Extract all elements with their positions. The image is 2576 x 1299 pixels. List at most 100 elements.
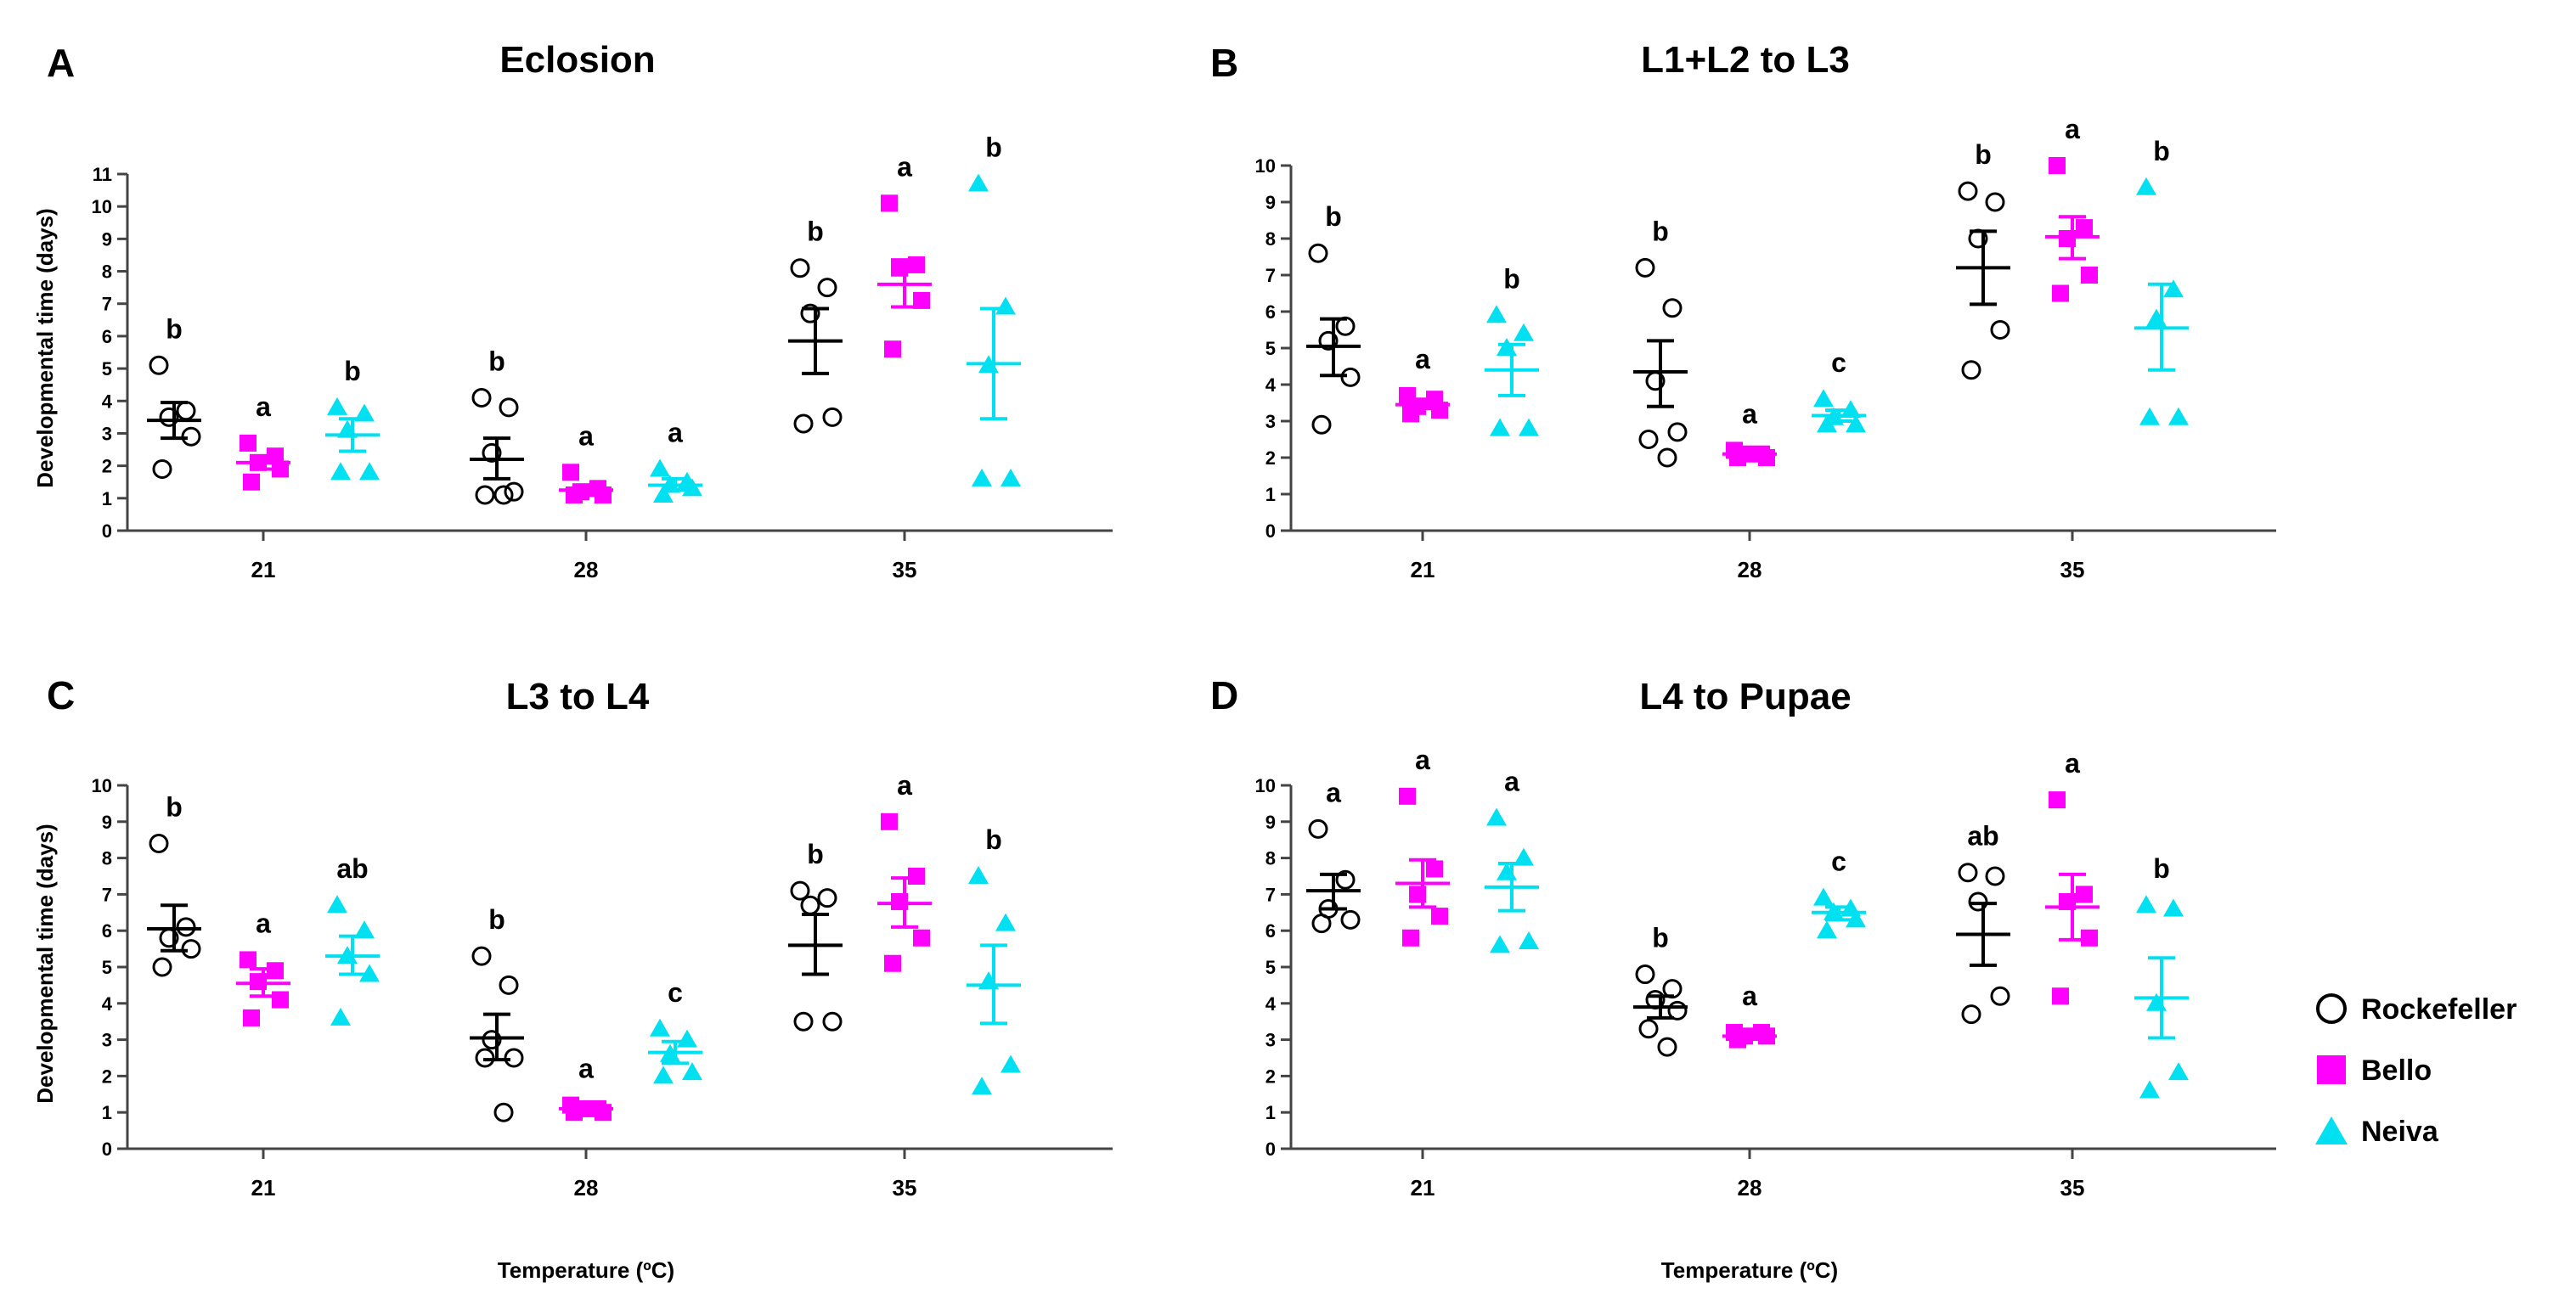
data-point-neiva [682, 478, 702, 497]
legend-marker-bello [2317, 1055, 2346, 1084]
significance-letter: b [1652, 216, 1669, 246]
data-point-bello [884, 954, 901, 972]
data-point-rockefeller [493, 485, 514, 505]
data-point-neiva [1513, 847, 1534, 866]
data-point-bello [267, 447, 284, 465]
data-point-neiva [968, 173, 989, 192]
data-point-bello [272, 991, 289, 1009]
data-point-bello [1402, 929, 1419, 947]
data-point-neiva [2136, 177, 2156, 195]
y-tick-label: 8 [102, 261, 112, 283]
data-point-bello [913, 929, 930, 947]
panel-c: C L3 to L4 0 1 2 3 4 5 6 7 8 9 10 21 28 35 b b b a a a ab c b [47, 673, 1113, 1201]
data-point-neiva [2139, 1080, 2160, 1099]
data-point-neiva [2163, 279, 2184, 298]
significance-letter: c [1831, 347, 1846, 378]
data-point-neiva [337, 946, 358, 964]
significance-letter: ab [336, 853, 368, 884]
data-point-neiva [2146, 993, 2167, 1011]
x-tick-label: 28 [574, 1175, 599, 1201]
y-tick-label: 10 [1255, 775, 1276, 796]
data-point-neiva [968, 866, 989, 884]
data-point-bello [595, 1104, 612, 1122]
data-point-neiva [2168, 407, 2189, 425]
data-point-rockefeller [1638, 1019, 1659, 1039]
significance-letter: a [897, 770, 912, 801]
data-point-rockefeller [1985, 866, 2005, 886]
data-point-bello [1399, 787, 1416, 805]
data-point-bello [267, 962, 284, 980]
y-tick-label: 10 [1255, 155, 1276, 177]
significance-letter: a [578, 420, 594, 451]
data-point-rockefeller [159, 407, 179, 427]
data-point-rockefeller [471, 387, 492, 408]
data-point-neiva [1846, 414, 1866, 433]
y-axis-label-top: Developmental time (days) [32, 208, 58, 487]
data-point-rockefeller [176, 401, 196, 421]
data-point-rockefeller [1311, 914, 1332, 934]
legend-label-bello: Bello [2361, 1054, 2432, 1087]
y-tick-label: 2 [1265, 447, 1276, 469]
y-tick-label: 0 [102, 1139, 112, 1160]
significance-letter: b [1325, 201, 1342, 232]
panel-letter-d: D [1210, 673, 1238, 717]
data-point-neiva [1490, 418, 1510, 436]
y-tick-label: 6 [1265, 920, 1276, 942]
data-point-bello [250, 453, 267, 471]
data-point-rockefeller [475, 485, 495, 505]
panel-d-title: L4 to Pupae [1639, 676, 1851, 717]
significance-letter: b [2153, 136, 2170, 166]
data-point-bello [2059, 230, 2076, 247]
data-point-bello [562, 464, 579, 481]
y-tick-label: 8 [1265, 848, 1276, 869]
data-point-rockefeller [1635, 964, 1655, 985]
data-point-rockefeller [1961, 1004, 1981, 1025]
significance-letter: b [488, 346, 505, 376]
legend-item-rockefeller: Rockefeller [2316, 993, 2517, 1026]
data-point-rockefeller [493, 1102, 514, 1122]
y-tick-label: 2 [102, 1066, 112, 1087]
data-point-rockefeller [1990, 986, 2010, 1006]
data-point-bello [240, 951, 256, 969]
significance-letter: c [1831, 846, 1846, 877]
data-point-neiva [2139, 407, 2160, 425]
y-tick-label: 4 [1265, 993, 1277, 1015]
significance-letter: b [807, 839, 824, 869]
data-point-rockefeller [822, 407, 843, 427]
significance-letter: b [166, 791, 183, 822]
data-point-rockefeller [817, 278, 837, 298]
data-point-rockefeller [1308, 243, 1328, 263]
data-point-rockefeller [1645, 371, 1666, 391]
x-tick-label: 28 [1738, 1175, 1762, 1201]
data-point-neiva [337, 419, 358, 438]
x-tick-label: 28 [574, 557, 599, 582]
data-point-neiva [1813, 389, 1834, 408]
data-point-bello [272, 460, 289, 478]
data-point-neiva [330, 462, 351, 481]
data-point-bello [1729, 449, 1746, 466]
significance-letter: b [1503, 263, 1520, 294]
y-tick-label: 3 [1265, 1030, 1276, 1051]
y-tick-label: 7 [1265, 265, 1276, 286]
data-point-bello [884, 340, 901, 358]
data-point-rockefeller [475, 1048, 495, 1068]
y-tick-label: 9 [1265, 192, 1276, 213]
y-tick-label: 0 [102, 520, 112, 542]
data-point-bello [595, 486, 612, 503]
y-tick-label: 9 [102, 228, 112, 250]
data-point-rockefeller [1311, 414, 1332, 435]
legend-label-neiva: Neiva [2361, 1116, 2439, 1148]
y-tick-label: 1 [1265, 484, 1276, 505]
significance-letter: b [985, 132, 1002, 162]
panel-b: B L1+L2 to L3 0 1 2 3 4 5 6 7 8 9 10 21 28 35 b b b a a a b c… [1210, 39, 2276, 582]
data-point-neiva [1497, 338, 1517, 356]
data-point-bello [2049, 157, 2066, 174]
data-point-rockefeller [1635, 257, 1655, 278]
data-point-rockefeller [790, 258, 810, 278]
significance-letter: a [1415, 344, 1430, 374]
data-point-bello [1409, 886, 1426, 903]
legend-label-rockefeller: Rockefeller [2361, 993, 2517, 1026]
y-tick-label: 8 [102, 848, 112, 869]
data-point-neiva [978, 971, 999, 990]
